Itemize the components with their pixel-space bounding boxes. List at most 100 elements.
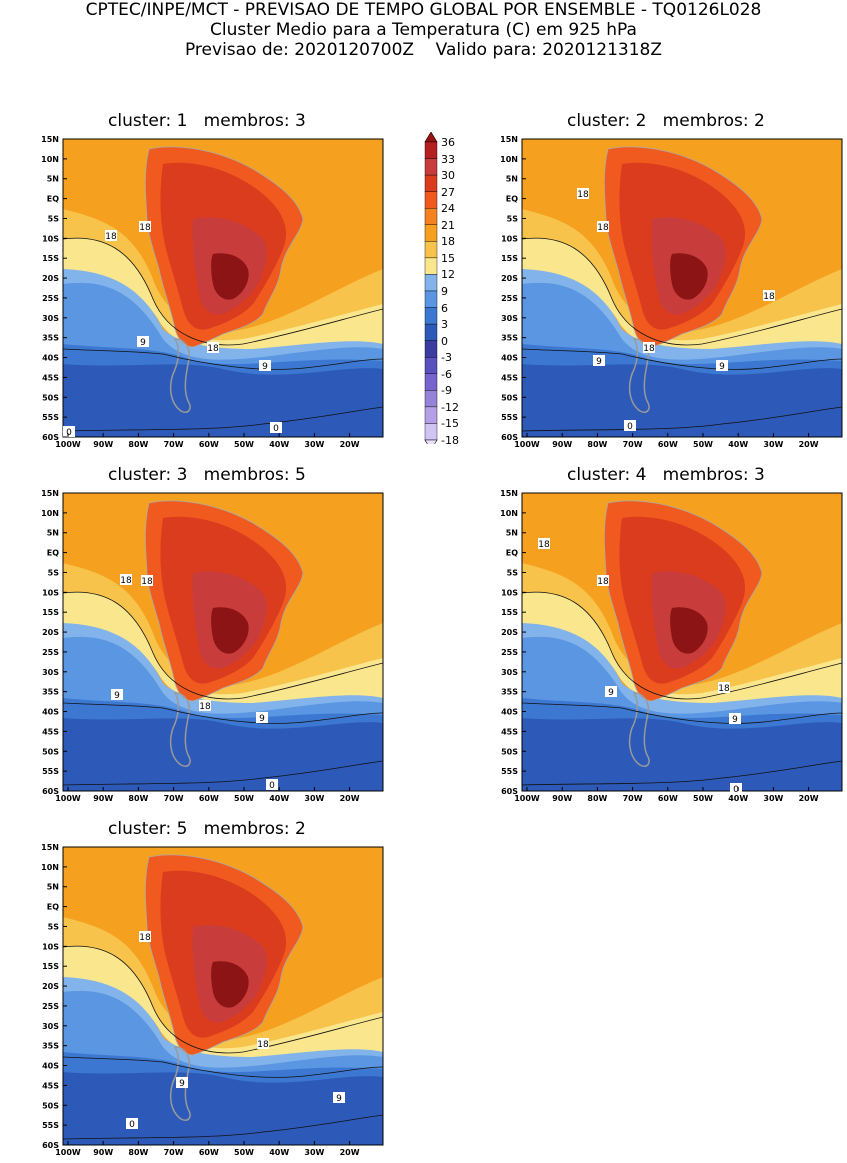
svg-text:18: 18 <box>141 577 153 587</box>
colorbar-swatch <box>424 357 438 374</box>
contour-line-18 <box>63 237 383 346</box>
lat-label: 15S <box>42 962 59 971</box>
lon-label: 90W <box>93 1148 113 1157</box>
contour-label: 9 <box>176 1077 188 1089</box>
continent-hot-core <box>211 961 249 1008</box>
lat-label: 5N <box>47 175 59 184</box>
lon-label: 20W <box>340 440 360 449</box>
lat-label: 40S <box>42 354 59 363</box>
lat-label: 10S <box>501 588 518 597</box>
ocean-mild <box>63 209 383 342</box>
lat-label: 40S <box>501 354 518 363</box>
lat-label: 55S <box>42 1121 59 1130</box>
map-frame <box>521 138 843 438</box>
contour-label: 0 <box>266 779 278 791</box>
lat-label: 5S <box>507 568 519 577</box>
lat-label: 15N <box>41 843 59 852</box>
patagonia-coast <box>169 692 191 767</box>
lat-label: 20S <box>42 982 59 991</box>
lat-label: 60S <box>42 433 59 442</box>
lon-label: 100W <box>514 440 540 449</box>
colorbar-label: 24 <box>441 202 455 216</box>
colorbar-label: 12 <box>441 268 455 282</box>
contour-label: 9 <box>605 686 617 698</box>
ocean-mild <box>522 209 842 342</box>
lon-label: 80W <box>128 794 148 803</box>
continent-hot-core <box>211 607 249 654</box>
panel-title-cluster-5: cluster: 5 membros: 2 <box>108 819 306 839</box>
contour-line-18 <box>522 237 842 346</box>
lat-label: 10S <box>42 234 59 243</box>
lat-label: 5N <box>47 883 59 892</box>
lat-label: 25S <box>42 1002 59 1011</box>
colorbar-label: 21 <box>441 218 455 232</box>
lon-label: 40W <box>269 1148 289 1157</box>
svg-text:18: 18 <box>139 933 151 943</box>
lon-label: 70W <box>623 440 643 449</box>
svg-text:18: 18 <box>718 684 730 694</box>
lat-label: 30S <box>42 668 59 677</box>
ocean-mild <box>522 563 842 696</box>
map-panel-cluster-4: 18 18 18 9 9 0 15N 10N 5N EQ 5S 10S 15S 20S 25S 30S 35S 4… <box>500 489 843 803</box>
colorbar-label: 6 <box>441 301 448 315</box>
lat-label: 25S <box>501 294 518 303</box>
contour-label: 18 <box>763 290 775 302</box>
contour-label: 9 <box>259 360 271 372</box>
patagonia-coast <box>169 338 191 413</box>
colorbar-label: 30 <box>441 169 455 183</box>
lon-label: 60W <box>658 794 678 803</box>
map-frame <box>62 846 384 1146</box>
contour-label: 18 <box>199 700 211 712</box>
lat-label: 55S <box>501 413 518 422</box>
map-panel-cluster-5: 18 18 9 9 0 15N 10N 5N EQ 5S 10S 15S 20S 25S 30S 35S 40S… <box>41 843 384 1157</box>
lon-label: 70W <box>623 794 643 803</box>
lat-label: 25S <box>42 648 59 657</box>
svg-text:9: 9 <box>179 1079 185 1089</box>
lon-label: 20W <box>799 440 819 449</box>
lat-label: 30S <box>501 314 518 323</box>
figure-title-line-2: Cluster Medio para a Temperatura (C) em … <box>210 20 637 40</box>
map-panel-cluster-1: 18 18 18 9 9 0 0 15N 10N 5N EQ 5S 10S 15S 20S 25S 30S 35S… <box>41 135 384 449</box>
lat-label: 15S <box>42 608 59 617</box>
lon-label: 60W <box>199 440 219 449</box>
ocean-pale <box>63 592 383 705</box>
svg-text:9: 9 <box>719 362 725 372</box>
lat-label: 20S <box>501 274 518 283</box>
lat-label: 50S <box>501 393 518 402</box>
colorbar-swatch <box>424 290 438 308</box>
lat-label: 35S <box>42 1042 59 1051</box>
lat-label: 35S <box>42 334 59 343</box>
contour-label: 18 <box>538 538 550 550</box>
temperature-field <box>522 493 842 791</box>
lat-label: 15S <box>501 608 518 617</box>
contour-label: 9 <box>729 713 741 725</box>
lat-label: 15N <box>500 489 518 498</box>
lon-label: 20W <box>340 1148 360 1157</box>
colorbar-swatch <box>424 257 438 275</box>
contour-label: 0 <box>126 1118 138 1130</box>
lon-label: 40W <box>728 440 748 449</box>
ocean-south-deep <box>522 364 842 437</box>
svg-text:9: 9 <box>140 338 146 348</box>
contour-label: 18 <box>139 221 151 233</box>
map-panel-cluster-2: 18 18 18 18 9 9 0 15N 10N 5N EQ 5S 10S 15S 20S 25S 30S 35… <box>500 135 843 449</box>
contour-label: 9 <box>716 360 728 372</box>
patagonia-coast <box>628 338 650 413</box>
lat-label: 50S <box>42 1101 59 1110</box>
ocean-pale <box>522 592 842 705</box>
lon-label: 60W <box>658 440 678 449</box>
colorbar-bottom-arrow <box>424 439 438 444</box>
contour-line-9 <box>63 348 383 370</box>
temperature-colorbar: 36 33 30 27 24 21 18 15 12 9 6 3 0 -3 -6 -9 -12 -15 -18 <box>424 132 474 446</box>
contour-line-0 <box>63 760 383 786</box>
panel-title-cluster-3: cluster: 3 membros: 5 <box>108 465 306 485</box>
colorbar-swatch <box>424 141 438 159</box>
temperature-field <box>63 493 383 791</box>
map-frame <box>521 492 843 792</box>
lon-label: 70W <box>164 1148 184 1157</box>
colorbar-label: 0 <box>441 334 448 348</box>
contour-line-9 <box>522 348 842 370</box>
lon-label: 80W <box>128 1148 148 1157</box>
colorbar-swatch <box>424 241 438 259</box>
lon-label: 50W <box>234 1148 254 1157</box>
